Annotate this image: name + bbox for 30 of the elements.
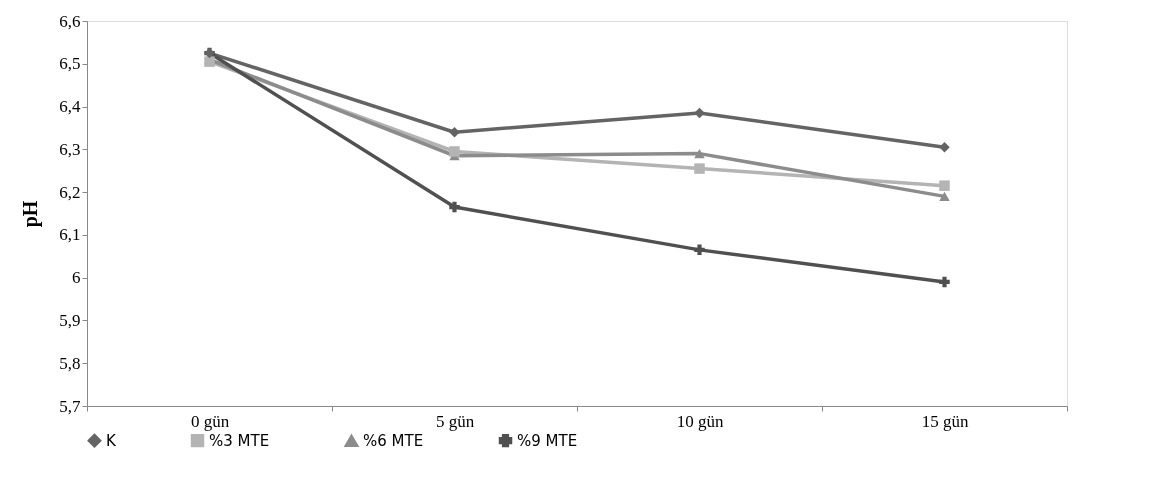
y-tick-label: 6	[72, 268, 81, 288]
y-tick-label: 5,8	[59, 353, 81, 373]
x-tick-label: 15 gün	[921, 411, 969, 431]
legend-label: %3 MTE	[209, 431, 270, 450]
y-tick-label: 6,2	[59, 182, 81, 202]
point	[449, 126, 460, 138]
y-tick-label: 6,4	[59, 97, 81, 117]
point	[939, 276, 950, 288]
x-tick-label: 10 gün	[676, 411, 724, 431]
y-tick-label: 6,1	[59, 225, 81, 245]
legend-label: K	[106, 431, 117, 450]
point	[694, 107, 705, 119]
legend-label: %6 MTE	[363, 431, 424, 450]
y-tick-label: 6,3	[59, 139, 81, 159]
point	[939, 191, 950, 201]
y-tick-label: 6,5	[59, 54, 81, 74]
y-tick-label: 5,9	[59, 310, 81, 330]
y-tick-label: 5,7	[59, 396, 81, 416]
point	[694, 163, 705, 174]
point	[939, 180, 950, 191]
point	[449, 146, 460, 157]
point	[694, 244, 705, 256]
y-axis-title: pH	[19, 200, 43, 228]
point	[939, 141, 950, 153]
x-tick-label: 5 gün	[435, 411, 475, 431]
point	[449, 201, 460, 213]
x-tick-label: 0 gün	[190, 411, 230, 431]
point	[694, 149, 705, 159]
legend-label: %9 MTE	[517, 431, 578, 450]
y-tick-label: 6,6	[59, 11, 81, 31]
